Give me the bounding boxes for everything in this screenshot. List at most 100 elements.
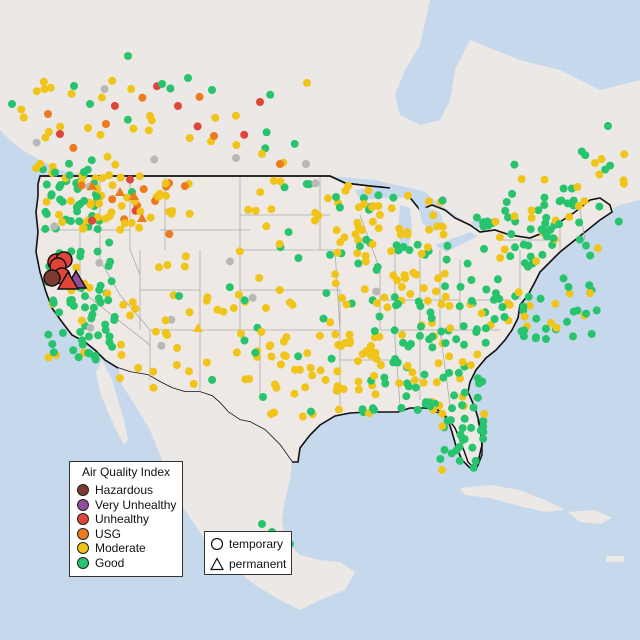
monitor-marker[interactable] bbox=[387, 247, 395, 256]
monitor-marker[interactable] bbox=[502, 198, 511, 206]
monitor-marker[interactable] bbox=[376, 361, 385, 369]
monitor-marker[interactable] bbox=[405, 246, 414, 255]
monitor-marker[interactable] bbox=[573, 306, 582, 315]
monitor-marker[interactable] bbox=[150, 155, 159, 164]
monitor-marker[interactable] bbox=[100, 85, 109, 93]
monitor-marker[interactable] bbox=[251, 206, 260, 215]
monitor-marker[interactable] bbox=[372, 355, 381, 363]
monitor-marker[interactable] bbox=[94, 331, 103, 340]
monitor-marker[interactable] bbox=[44, 110, 52, 118]
monitor-marker[interactable] bbox=[551, 299, 560, 308]
monitor-marker[interactable] bbox=[115, 374, 124, 383]
monitor-marker[interactable] bbox=[167, 209, 176, 218]
monitor-marker[interactable] bbox=[614, 217, 623, 226]
monitor-marker[interactable] bbox=[360, 285, 369, 294]
monitor-marker[interactable] bbox=[389, 193, 398, 202]
monitor-marker[interactable] bbox=[103, 289, 112, 298]
monitor-marker[interactable] bbox=[434, 359, 443, 368]
monitor-marker[interactable] bbox=[290, 139, 299, 148]
monitor-marker[interactable] bbox=[359, 194, 368, 202]
monitor-marker[interactable] bbox=[389, 271, 398, 280]
monitor-marker[interactable] bbox=[427, 314, 436, 323]
monitor-marker[interactable] bbox=[540, 175, 549, 184]
monitor-marker[interactable] bbox=[155, 263, 163, 272]
permanent-monitor-marker[interactable] bbox=[137, 213, 147, 222]
monitor-marker[interactable] bbox=[555, 220, 564, 229]
monitor-marker[interactable] bbox=[77, 316, 86, 325]
monitor-marker[interactable] bbox=[117, 340, 125, 349]
monitor-marker[interactable] bbox=[403, 230, 412, 239]
monitor-marker[interactable] bbox=[75, 217, 84, 226]
monitor-marker[interactable] bbox=[569, 332, 577, 341]
monitor-marker[interactable] bbox=[44, 353, 53, 362]
monitor-marker[interactable] bbox=[175, 292, 183, 300]
monitor-marker[interactable] bbox=[117, 201, 126, 210]
monitor-marker[interactable] bbox=[67, 296, 76, 304]
monitor-marker[interactable] bbox=[373, 299, 381, 308]
monitor-marker[interactable] bbox=[166, 84, 175, 93]
monitor-marker[interactable] bbox=[331, 330, 340, 339]
monitor-marker[interactable] bbox=[240, 296, 249, 305]
monitor-marker[interactable] bbox=[375, 210, 384, 219]
monitor-marker[interactable] bbox=[40, 85, 49, 94]
monitor-marker[interactable] bbox=[345, 330, 354, 339]
monitor-marker[interactable] bbox=[374, 191, 383, 200]
monitor-marker[interactable] bbox=[303, 78, 311, 87]
monitor-marker[interactable] bbox=[202, 358, 211, 367]
monitor-marker[interactable] bbox=[290, 389, 299, 398]
monitor-marker[interactable] bbox=[335, 203, 344, 212]
monitor-marker[interactable] bbox=[619, 176, 628, 185]
monitor-marker[interactable] bbox=[540, 193, 549, 202]
monitor-marker[interactable] bbox=[90, 352, 99, 361]
monitor-marker[interactable] bbox=[495, 294, 504, 303]
monitor-marker[interactable] bbox=[406, 290, 415, 298]
monitor-marker[interactable] bbox=[458, 424, 467, 433]
monitor-marker[interactable] bbox=[95, 258, 104, 267]
monitor-marker[interactable] bbox=[438, 222, 447, 231]
monitor-marker[interactable] bbox=[434, 274, 443, 283]
monitor-marker[interactable] bbox=[473, 393, 482, 402]
monitor-marker[interactable] bbox=[467, 423, 476, 432]
monitor-marker[interactable] bbox=[93, 225, 102, 234]
monitor-marker[interactable] bbox=[161, 179, 170, 188]
monitor-marker[interactable] bbox=[479, 218, 488, 227]
monitor-marker[interactable] bbox=[213, 305, 222, 314]
monitor-marker[interactable] bbox=[354, 377, 363, 386]
monitor-marker[interactable] bbox=[19, 113, 28, 122]
monitor-marker[interactable] bbox=[514, 288, 523, 297]
monitor-marker[interactable] bbox=[185, 367, 193, 376]
monitor-marker[interactable] bbox=[534, 206, 543, 215]
monitor-marker[interactable] bbox=[428, 332, 437, 341]
monitor-marker[interactable] bbox=[235, 247, 244, 256]
monitor-marker[interactable] bbox=[358, 226, 367, 235]
monitor-marker[interactable] bbox=[428, 343, 437, 352]
monitor-marker[interactable] bbox=[47, 190, 56, 199]
monitor-marker[interactable] bbox=[458, 358, 467, 367]
monitor-marker[interactable] bbox=[508, 189, 517, 198]
monitor-marker[interactable] bbox=[316, 366, 325, 375]
monitor-marker[interactable] bbox=[102, 120, 110, 128]
monitor-marker[interactable] bbox=[76, 328, 85, 336]
monitor-marker[interactable] bbox=[55, 210, 63, 219]
monitor-marker[interactable] bbox=[525, 301, 534, 310]
monitor-marker[interactable] bbox=[49, 299, 58, 307]
monitor-marker[interactable] bbox=[372, 287, 381, 296]
monitor-marker[interactable] bbox=[526, 225, 535, 234]
monitor-marker[interactable] bbox=[322, 289, 331, 298]
monitor-marker[interactable] bbox=[85, 283, 94, 292]
monitor-marker[interactable] bbox=[240, 130, 249, 139]
monitor-marker[interactable] bbox=[397, 404, 406, 412]
monitor-marker[interactable] bbox=[342, 300, 351, 309]
monitor-marker[interactable] bbox=[280, 351, 289, 360]
monitor-marker[interactable] bbox=[276, 160, 284, 168]
monitor-marker[interactable] bbox=[65, 159, 73, 168]
monitor-marker[interactable] bbox=[564, 283, 573, 291]
monitor-marker[interactable] bbox=[510, 212, 519, 221]
monitor-marker[interactable] bbox=[370, 333, 379, 342]
monitor-marker[interactable] bbox=[158, 80, 166, 88]
monitor-marker[interactable] bbox=[439, 230, 448, 239]
monitor-marker[interactable] bbox=[32, 164, 41, 173]
monitor-marker[interactable] bbox=[167, 315, 176, 324]
monitor-marker[interactable] bbox=[267, 205, 276, 214]
monitor-marker[interactable] bbox=[172, 361, 181, 369]
